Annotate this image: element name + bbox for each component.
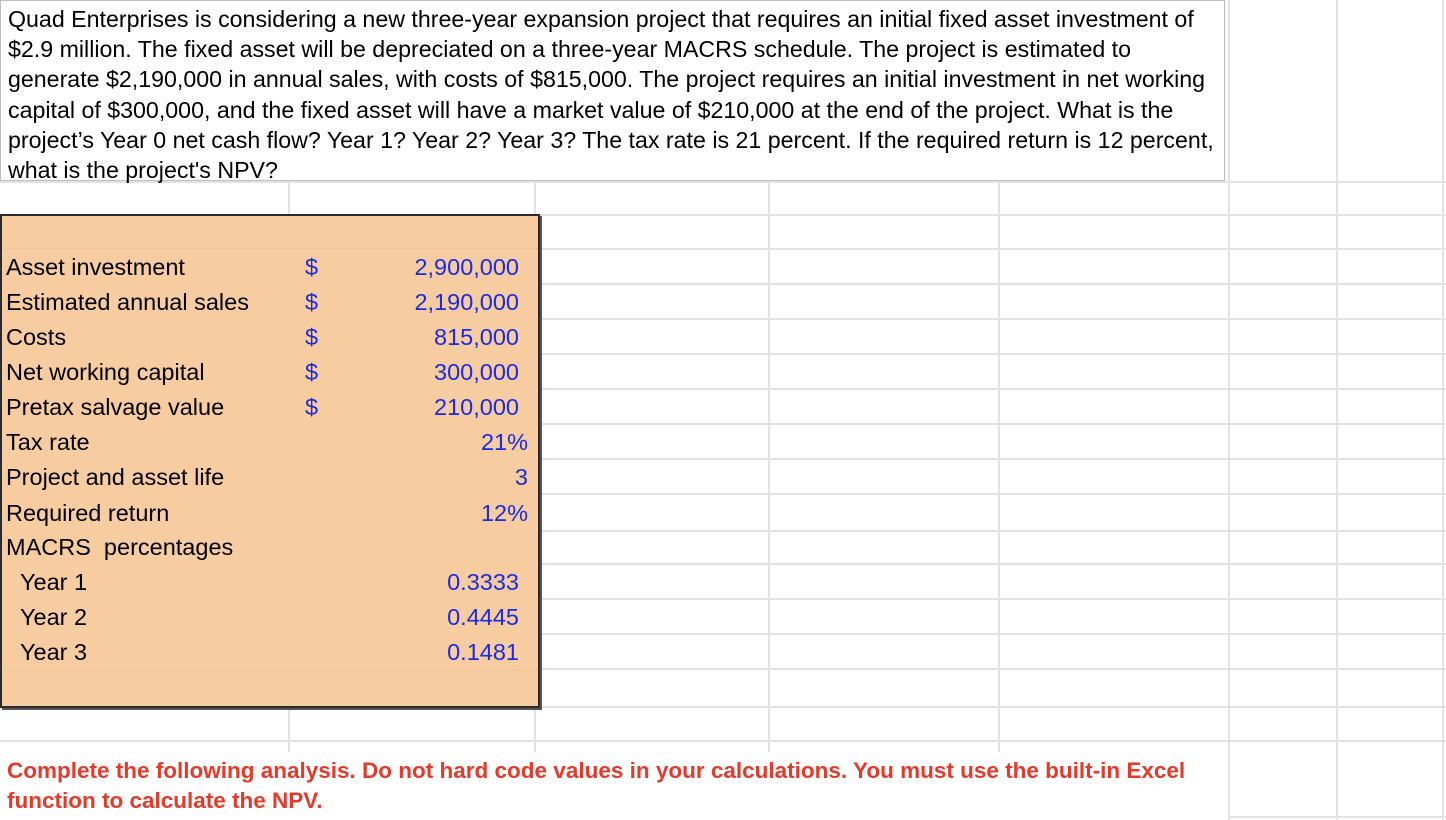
costs-value[interactable]: 815,000	[434, 324, 519, 350]
gridline	[0, 740, 1446, 742]
nwc-value[interactable]: 300,000	[434, 359, 519, 385]
asset-investment-label: Asset investment	[6, 254, 185, 280]
macrs-year-value[interactable]: 0.3333	[447, 569, 519, 595]
tax-rate-label: Tax rate	[6, 429, 90, 455]
project-life-value[interactable]: 3	[514, 464, 528, 490]
row-annual-sales[interactable]: Estimated annual sales $ 2,190,000	[2, 285, 542, 320]
gridline	[0, 423, 1446, 425]
project-life-label: Project and asset life	[6, 464, 225, 490]
instructions-text: Complete the following analysis. Do not …	[7, 758, 1186, 813]
macrs-year-label: Year 3	[20, 639, 88, 665]
gridline	[0, 181, 1446, 183]
gridline	[0, 668, 1446, 670]
row-required-return[interactable]: Required return 12%	[2, 496, 542, 531]
gridline	[998, 181, 1000, 820]
annual-sales-value[interactable]: 2,190,000	[414, 289, 519, 315]
gridline	[0, 706, 1446, 708]
currency-symbol: $	[305, 394, 319, 420]
salvage-label: Pretax salvage value	[6, 394, 225, 420]
gridline	[0, 493, 1446, 495]
instructions-cell[interactable]	[0, 752, 1228, 820]
gridline	[1336, 0, 1338, 820]
gridline	[0, 598, 1446, 600]
gridline	[0, 248, 1446, 250]
asset-investment-value[interactable]: 2,900,000	[414, 254, 519, 280]
currency-symbol: $	[305, 289, 319, 315]
row-macrs-header[interactable]: MACRS percentages	[2, 530, 542, 565]
macrs-year-label: Year 1	[20, 569, 88, 595]
required-return-value[interactable]: 12%	[480, 500, 528, 526]
row-macrs-year-3[interactable]: Year 3 0.1481	[2, 635, 542, 670]
row-macrs-year-2[interactable]: Year 2 0.4445	[2, 600, 542, 635]
tax-rate-value[interactable]: 21%	[480, 429, 528, 455]
currency-symbol: $	[305, 359, 319, 385]
gridline	[0, 353, 1446, 355]
macrs-year-value[interactable]: 0.4445	[447, 604, 519, 630]
row-pretax-salvage[interactable]: Pretax salvage value $ 210,000	[2, 390, 542, 425]
row-tax-rate[interactable]: Tax rate 21%	[2, 425, 542, 460]
gridline	[0, 458, 1446, 460]
required-return-label: Required return	[6, 500, 170, 526]
currency-symbol: $	[305, 324, 319, 350]
cell-border	[2, 670, 538, 671]
gridline	[1228, 0, 1230, 820]
input-panel: Asset investment $ 2,900,000 Estimated a…	[0, 214, 540, 708]
gridline	[0, 283, 1446, 285]
gridline	[0, 530, 1446, 532]
gridline	[768, 181, 770, 820]
cell-border	[2, 248, 538, 249]
row-asset-investment[interactable]: Asset investment $ 2,900,000	[2, 250, 542, 285]
gridline	[0, 318, 1446, 320]
annual-sales-label: Estimated annual sales	[6, 289, 249, 315]
row-costs[interactable]: Costs $ 815,000	[2, 320, 542, 355]
gridline	[0, 214, 1446, 216]
question-text: Quad Enterprises is considering a new th…	[8, 6, 1214, 184]
costs-label: Costs	[6, 324, 67, 350]
salvage-value[interactable]: 210,000	[434, 394, 519, 420]
gridline	[1442, 0, 1444, 820]
macrs-year-label: Year 2	[20, 604, 88, 630]
row-macrs-year-1[interactable]: Year 1 0.3333	[2, 565, 542, 600]
row-net-working-capital[interactable]: Net working capital $ 300,000	[2, 355, 542, 390]
macrs-header-label: MACRS percentages	[6, 534, 234, 560]
question-cell[interactable]: Quad Enterprises is considering a new th…	[0, 0, 1225, 183]
gridline	[0, 633, 1446, 635]
currency-symbol: $	[305, 254, 319, 280]
nwc-label: Net working capital	[6, 359, 205, 385]
row-project-life[interactable]: Project and asset life 3	[2, 460, 542, 495]
gridline	[0, 388, 1446, 390]
gridline	[0, 563, 1446, 565]
macrs-year-value[interactable]: 0.1481	[447, 639, 519, 665]
